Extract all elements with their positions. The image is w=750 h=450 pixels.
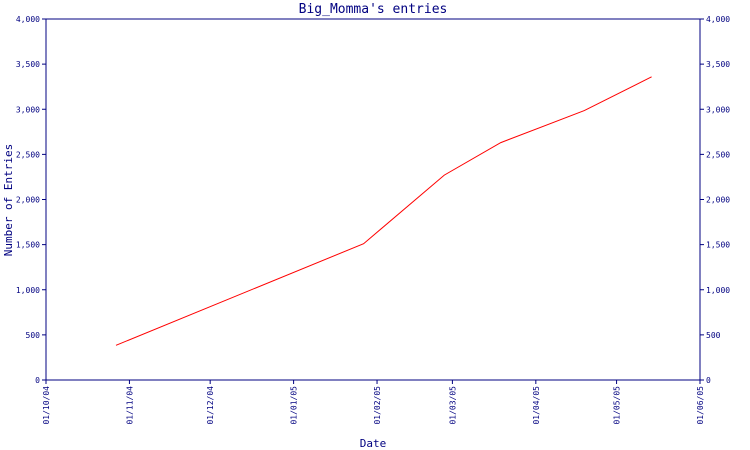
x-tick-label: 01/03/05 <box>448 386 457 425</box>
y-tick-label-right: 3,500 <box>706 60 730 69</box>
x-tick-label: 01/04/05 <box>532 386 541 425</box>
y-tick-label-left: 3,500 <box>16 60 40 69</box>
right-y-axis: 0 500 1,000 1,500 2,000 2,500 3,000 3,500 4,000 <box>700 15 730 385</box>
y-tick-label-right: 2,500 <box>706 150 730 159</box>
y-tick-label-right: 4,000 <box>706 15 730 24</box>
x-tick-label: 01/05/05 <box>613 386 622 425</box>
x-tick-label: 01/01/05 <box>290 386 299 425</box>
y-tick-label-left: 2,500 <box>16 150 40 159</box>
y-tick-label-left: 0 <box>35 376 40 385</box>
y-tick-label-left: 1,000 <box>16 286 40 295</box>
y-tick-label-right: 500 <box>706 331 721 340</box>
y-tick-label-right: 1,000 <box>706 286 730 295</box>
x-tick-label: 01/06/05 <box>696 386 705 425</box>
plot-frame <box>45 18 701 381</box>
x-tick-label: 01/12/04 <box>206 386 215 425</box>
series-group <box>115 76 652 346</box>
y-tick-label-left: 3,000 <box>16 105 40 114</box>
x-axis: 01/10/04 01/11/04 01/12/04 01/01/05 01/02/05… <box>42 380 705 425</box>
left-y-axis: 0 500 1,000 1,500 2,000 2,500 3,000 3,500 4,000 <box>16 15 46 385</box>
x-tick-label: 01/11/04 <box>125 386 134 425</box>
y-tick-label-right: 3,000 <box>706 105 730 114</box>
y-tick-label-left: 500 <box>26 331 41 340</box>
chart-title: Big_Momma's entries <box>299 2 448 17</box>
y-tick-label-left: 2,000 <box>16 196 40 205</box>
y-axis-label: Number of Entries <box>2 144 15 257</box>
series-line <box>115 76 652 346</box>
y-tick-label-right: 1,500 <box>706 241 730 250</box>
y-tick-label-left: 4,000 <box>16 15 40 24</box>
x-tick-label: 01/10/04 <box>42 386 51 425</box>
y-tick-label-right: 0 <box>706 376 711 385</box>
x-tick-label: 01/02/05 <box>373 386 382 425</box>
y-tick-label-left: 1,500 <box>16 241 40 250</box>
y-tick-label-right: 2,000 <box>706 196 730 205</box>
x-axis-label: Date <box>360 437 387 450</box>
